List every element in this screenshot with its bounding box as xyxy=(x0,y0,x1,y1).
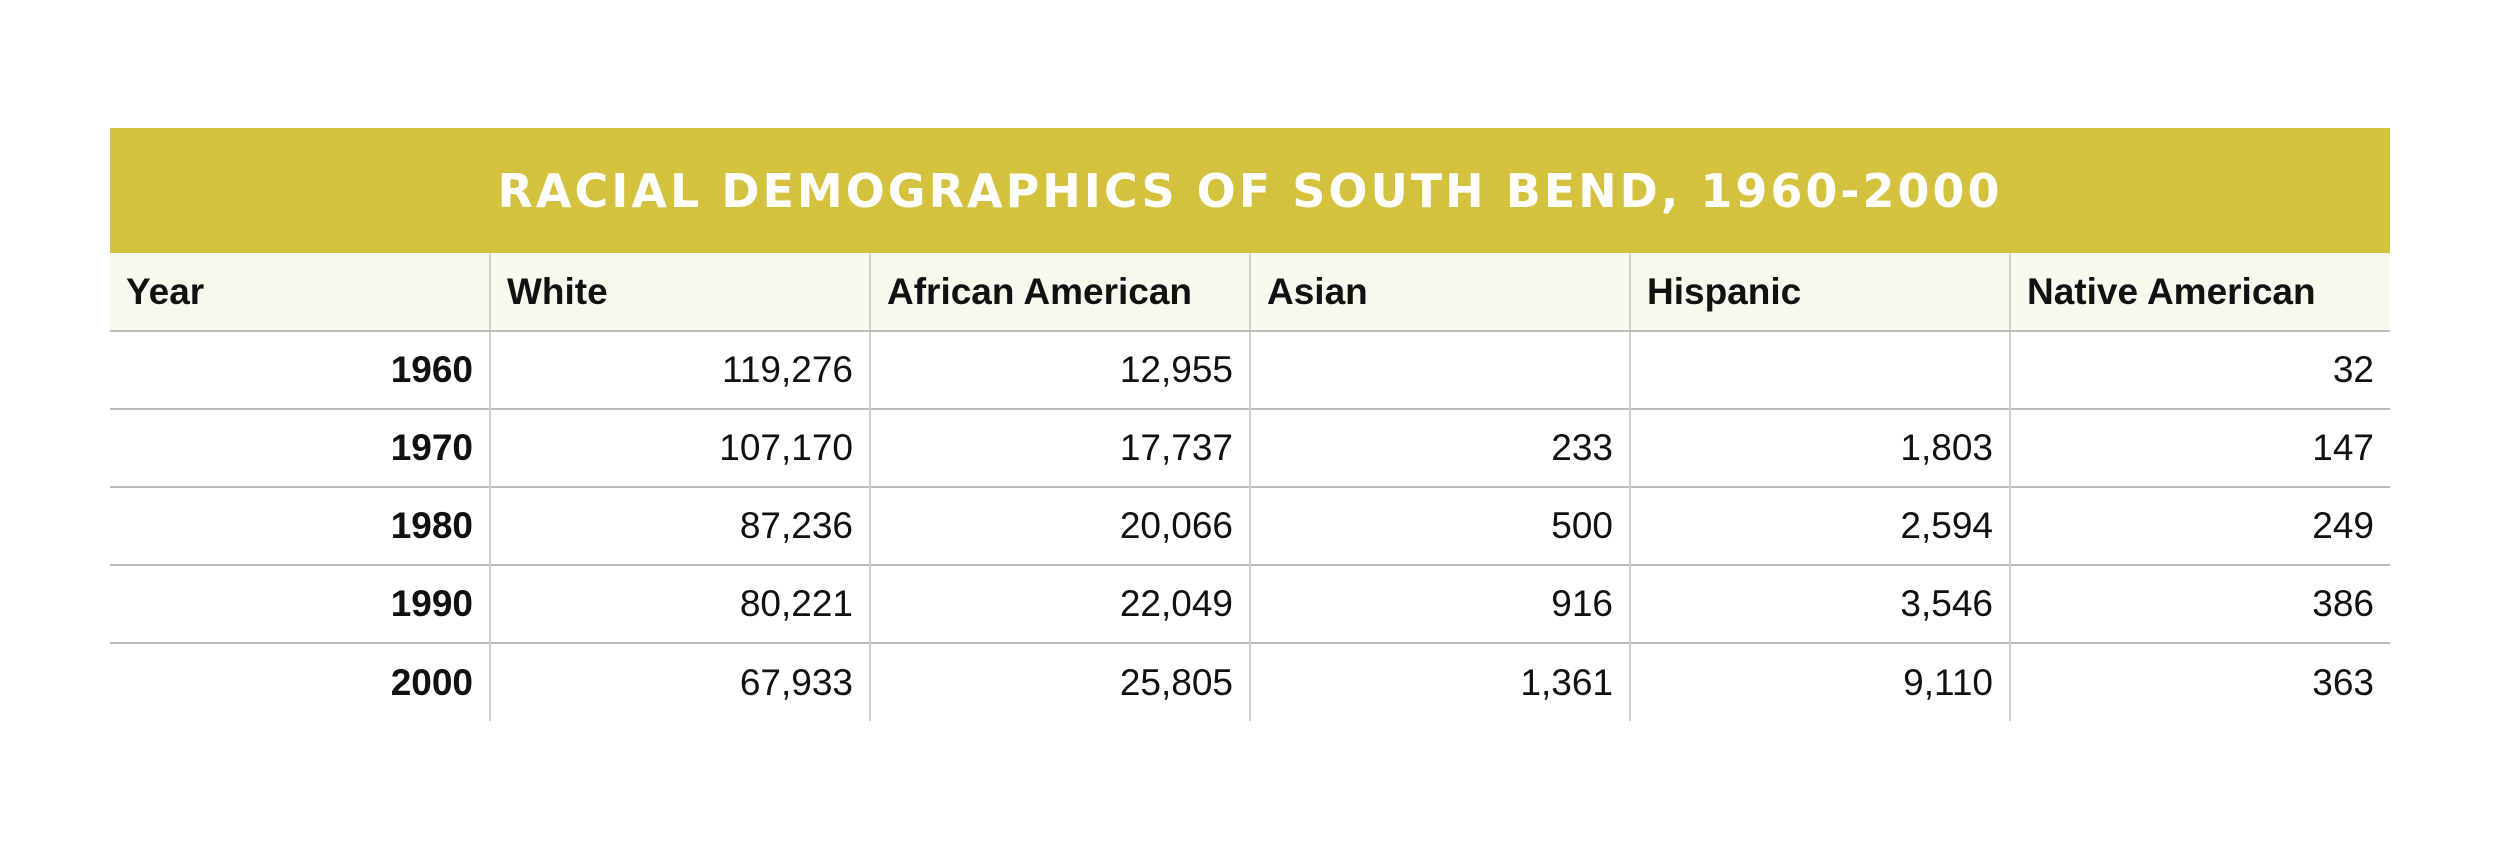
native-american-cell: 32 xyxy=(2009,331,2390,409)
white-cell: 119,276 xyxy=(489,331,870,409)
african-american-cell: 22,049 xyxy=(869,565,1250,643)
table-body: 1960 119,276 12,955 32 1970 107,170 17,7… xyxy=(110,331,2390,721)
white-cell: 107,170 xyxy=(489,409,870,487)
year-cell: 2000 xyxy=(390,661,473,703)
native-american-cell: 249 xyxy=(2009,487,2390,565)
demographics-table-container: RACIAL DEMOGRAPHICS OF SOUTH BEND, 1960-… xyxy=(110,128,2390,721)
hispanic-cell xyxy=(1629,331,2010,409)
hispanic-cell: 3,546 xyxy=(1629,565,2010,643)
native-american-cell: 386 xyxy=(2009,565,2390,643)
hispanic-cell: 9,110 xyxy=(1629,643,2010,721)
year-cell: 1970 xyxy=(390,427,473,468)
column-header-white: White xyxy=(489,253,870,332)
table-row: 2000 67,933 25,805 1,361 9,110 363 xyxy=(110,643,2390,721)
column-header-asian: Asian xyxy=(1249,253,1630,332)
asian-cell: 500 xyxy=(1249,487,1630,565)
table-row: 1990 80,221 22,049 916 3,546 386 xyxy=(110,565,2390,643)
african-american-cell: 12,955 xyxy=(869,331,1250,409)
header-row: Year White African American Asian Hispan… xyxy=(110,253,2390,332)
native-american-cell: 363 xyxy=(2009,643,2390,721)
white-cell: 67,933 xyxy=(489,643,870,721)
table-row: 1970 107,170 17,737 233 1,803 147 xyxy=(110,409,2390,487)
hispanic-cell: 2,594 xyxy=(1629,487,2010,565)
native-american-cell: 147 xyxy=(2009,409,2390,487)
table-title: RACIAL DEMOGRAPHICS OF SOUTH BEND, 1960-… xyxy=(110,128,2390,253)
asian-cell: 916 xyxy=(1249,565,1630,643)
column-header-african-american: African American xyxy=(869,253,1250,332)
white-cell: 87,236 xyxy=(489,487,870,565)
hispanic-cell: 1,803 xyxy=(1629,409,2010,487)
column-header-year: Year xyxy=(110,253,490,332)
white-cell: 80,221 xyxy=(489,565,870,643)
table-row: 1960 119,276 12,955 32 xyxy=(110,331,2390,409)
asian-cell: 233 xyxy=(1249,409,1630,487)
year-cell: 1960 xyxy=(390,349,473,390)
african-american-cell: 20,066 xyxy=(869,487,1250,565)
demographics-table: Year White African American Asian Hispan… xyxy=(110,253,2390,721)
year-cell: 1980 xyxy=(390,505,473,546)
table-header: Year White African American Asian Hispan… xyxy=(110,253,2390,332)
year-cell: 1990 xyxy=(390,583,473,624)
asian-cell xyxy=(1249,331,1630,409)
table-row: 1980 87,236 20,066 500 2,594 249 xyxy=(110,487,2390,565)
column-header-native-american: Native American xyxy=(2009,253,2390,332)
african-american-cell: 25,805 xyxy=(869,643,1250,721)
african-american-cell: 17,737 xyxy=(869,409,1250,487)
asian-cell: 1,361 xyxy=(1249,643,1630,721)
column-header-hispanic: Hispanic xyxy=(1629,253,2010,332)
